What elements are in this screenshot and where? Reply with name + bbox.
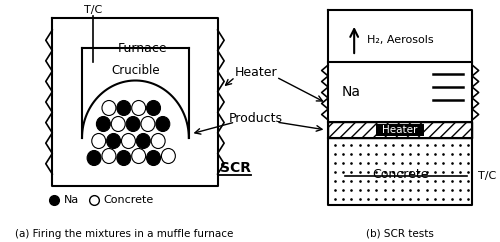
Text: Products: Products [228,112,282,124]
Text: Furnace: Furnace [118,41,167,54]
Circle shape [146,100,160,115]
Circle shape [132,100,145,115]
Circle shape [87,151,101,166]
Circle shape [112,116,125,131]
Text: Na: Na [64,195,78,205]
Bar [376,124,424,136]
Circle shape [136,134,150,149]
Circle shape [151,134,165,149]
Text: Heater: Heater [382,125,418,135]
Circle shape [126,116,140,131]
Circle shape [102,149,116,164]
Text: Concrete: Concrete [372,168,428,182]
Text: (b) SCR tests: (b) SCR tests [366,229,434,239]
Circle shape [122,134,136,149]
Circle shape [96,116,110,131]
Circle shape [102,100,116,115]
Circle shape [162,149,175,164]
Text: H₂, Aerosols: H₂, Aerosols [367,35,434,45]
Text: SCR: SCR [220,161,251,175]
Circle shape [132,149,145,164]
Text: Crucible: Crucible [111,63,160,76]
Text: Na: Na [342,85,361,99]
Circle shape [156,116,170,131]
Text: Concrete: Concrete [104,195,154,205]
Circle shape [146,151,160,166]
Circle shape [117,100,131,115]
Circle shape [92,134,106,149]
Circle shape [141,116,155,131]
Circle shape [106,134,120,149]
Bar [328,122,472,138]
Text: (a) Firing the mixtures in a muffle furnace: (a) Firing the mixtures in a muffle furn… [14,229,233,239]
Text: Heater: Heater [234,67,277,80]
Text: T/C: T/C [84,5,102,15]
Circle shape [117,151,131,166]
Text: T/C: T/C [478,171,496,181]
